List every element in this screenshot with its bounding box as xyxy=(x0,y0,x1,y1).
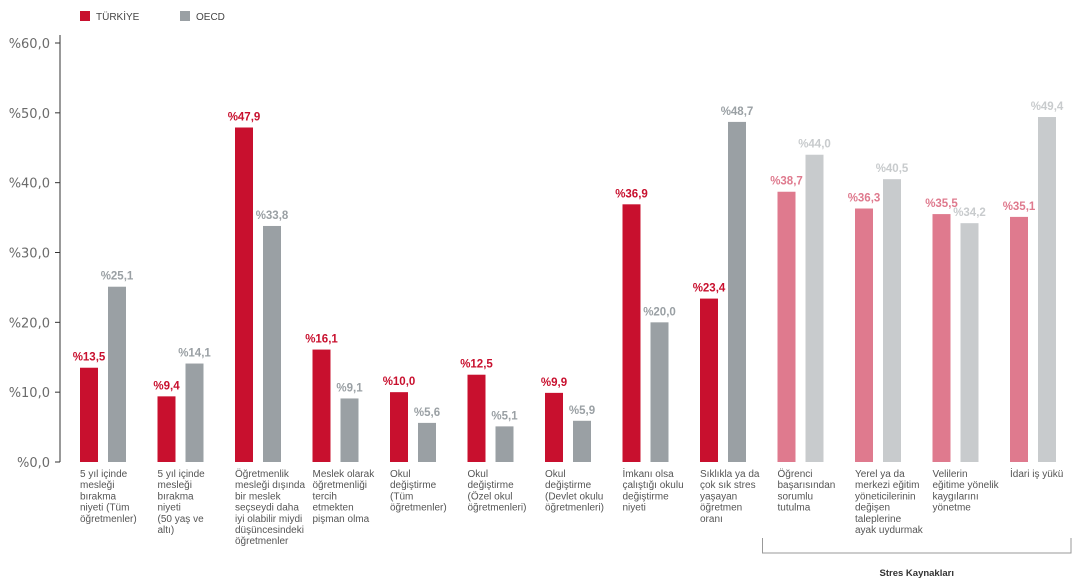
category-label: Yerel ya da merkezi eğitim yöneticilerinin… xyxy=(855,469,924,536)
bar-turkiye xyxy=(80,367,98,462)
bar-turkiye xyxy=(1010,216,1028,462)
category-label: 5 yıl içinde mesleği bırakma niyeti (Tüm öğr… xyxy=(80,469,137,525)
y-tick-label: %20,0 xyxy=(9,316,50,331)
bar-oecd xyxy=(960,223,979,462)
bracket-label: Stres Kaynakları xyxy=(880,568,954,579)
category-label: Okul değiştirme (Devlet okulu öğretmenleri) xyxy=(545,469,604,514)
bar-oecd xyxy=(495,426,514,462)
bracket-line xyxy=(762,538,1072,554)
bar-oecd xyxy=(418,422,436,462)
bar-turkiye xyxy=(235,127,253,462)
value-label-oecd: %5,6 xyxy=(414,407,440,419)
bar-oecd xyxy=(573,420,591,462)
bar-turkiye xyxy=(545,392,563,462)
category-label: İdari iş yükü xyxy=(1010,467,1063,480)
value-label-oecd: %48,7 xyxy=(721,106,754,118)
value-label-turkiye: %35,5 xyxy=(925,198,958,210)
y-tick-label: %30,0 xyxy=(9,247,50,262)
bar-turkiye xyxy=(312,349,331,462)
value-labels: %13,5 %25,1 %9,4 %14,1 %47,9 %33,8 %16,1 %9,1 %1… xyxy=(73,101,1064,422)
value-label-turkiye: %13,5 xyxy=(73,352,106,364)
category-label: Velilerin eğitime yönelik kaygılarını yönet… xyxy=(933,469,1000,514)
y-tick-label: %50,0 xyxy=(9,107,50,122)
category-label: Okul değiştirme (Tüm öğretmenler) xyxy=(390,469,447,514)
value-label-turkiye: %9,9 xyxy=(541,377,567,389)
bar-turkiye xyxy=(700,298,718,462)
value-label-turkiye: %36,3 xyxy=(848,193,881,205)
value-label-oecd: %20,0 xyxy=(643,306,676,318)
value-label-oecd: %49,4 xyxy=(1031,101,1064,113)
category-label: Öğrenci başarısından sorumlu tutulma xyxy=(778,468,836,514)
bar-oecd xyxy=(805,154,824,462)
bar-oecd xyxy=(340,398,359,462)
bar-oecd xyxy=(185,363,204,462)
value-label-turkiye: %12,5 xyxy=(460,359,493,371)
bar-turkiye xyxy=(855,208,873,462)
value-label-turkiye: %23,4 xyxy=(693,283,726,295)
bar-turkiye xyxy=(622,204,641,462)
value-label-turkiye: %10,0 xyxy=(383,376,416,388)
y-tick-label: %0,0 xyxy=(17,456,50,471)
value-label-turkiye: %35,1 xyxy=(1003,201,1036,213)
value-label-turkiye: %36,9 xyxy=(615,188,648,200)
category-label: İmkanı olsa çalıştığı okulu değiştirme niye… xyxy=(623,467,684,514)
category-labels: 5 yıl içinde mesleği bırakma niyeti (Tüm öğr… xyxy=(80,467,1063,547)
bar-oecd xyxy=(263,225,281,462)
legend-swatch-oecd xyxy=(180,11,190,21)
bar-turkiye xyxy=(467,374,486,462)
value-label-turkiye: %9,4 xyxy=(153,380,180,392)
legend-label-oecd: OECD xyxy=(196,12,225,23)
bar-turkiye xyxy=(932,214,951,462)
bar-turkiye xyxy=(157,396,176,462)
category-label: Meslek olarak öğretmenliği tercih etmekten p… xyxy=(313,469,376,525)
legend: TÜRKİYE OECD xyxy=(80,10,225,23)
bars xyxy=(80,117,1056,463)
bar-turkiye xyxy=(390,392,408,462)
bar-oecd xyxy=(728,121,746,462)
value-label-oecd: %5,1 xyxy=(491,410,518,422)
y-tick-label: %60,0 xyxy=(9,37,50,52)
value-label-oecd: %5,9 xyxy=(569,405,595,417)
value-label-oecd: %33,8 xyxy=(256,210,289,222)
bar-oecd xyxy=(883,179,901,463)
value-label-oecd: %9,1 xyxy=(336,382,363,394)
value-label-turkiye: %16,1 xyxy=(305,334,338,346)
value-label-oecd: %25,1 xyxy=(101,271,134,283)
category-label: Sıklıkla ya da çok sık stres yaşayan öğretm… xyxy=(700,469,760,525)
value-label-oecd: %34,2 xyxy=(953,207,986,219)
legend-label-turkiye: TÜRKİYE xyxy=(96,10,140,23)
category-label: 5 yıl içinde mesleği bırakma niyeti (50 yaş … xyxy=(158,469,206,536)
y-tick-label: %40,0 xyxy=(9,177,50,192)
value-label-oecd: %44,0 xyxy=(798,139,831,151)
value-label-oecd: %14,1 xyxy=(178,348,211,360)
stress-sources-bracket: Stres Kaynakları xyxy=(762,538,1072,579)
value-label-turkiye: %38,7 xyxy=(770,176,803,188)
category-label: Okul değiştirme (Özel okul öğretmenleri) xyxy=(468,469,527,514)
bar-oecd xyxy=(1038,117,1056,463)
category-label: Öğretmenlik mesleği dışında bir meslek seçs… xyxy=(235,468,305,547)
y-axis: %0,0 %10,0 %20,0 %30,0 %40,0 %50,0 %60,0 xyxy=(9,35,61,471)
legend-swatch-turkiye xyxy=(80,11,90,21)
value-label-turkiye: %47,9 xyxy=(228,111,261,123)
value-label-oecd: %40,5 xyxy=(876,163,909,175)
bar-oecd xyxy=(650,322,669,462)
y-tick-label: %10,0 xyxy=(9,386,50,401)
bar-turkiye xyxy=(777,191,796,462)
bar-oecd xyxy=(108,286,126,462)
